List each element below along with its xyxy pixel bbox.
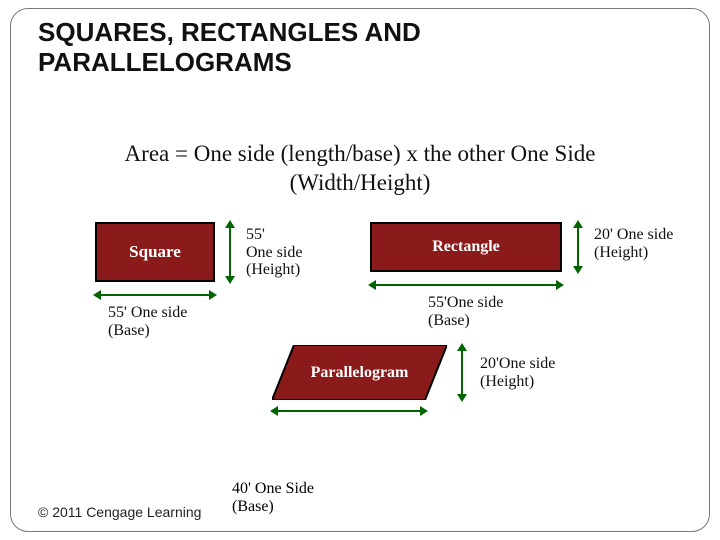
- square-height-txt1: One side: [246, 244, 302, 261]
- square-label: Square: [129, 242, 181, 262]
- rect-height-val: 20' One side: [594, 226, 673, 243]
- rectangle-label: Rectangle: [432, 238, 500, 256]
- rectangle-base-arrow: [368, 278, 564, 292]
- copyright-text: © 2011 Cengage Learning: [38, 504, 201, 520]
- square-base-txt: (Base): [108, 322, 150, 339]
- parallelogram-height-arrow: [454, 343, 470, 402]
- square-base-label: 55' One side (Base): [108, 304, 187, 339]
- rect-base-val: 55'One side: [428, 294, 503, 311]
- rect-base-txt: (Base): [428, 312, 470, 329]
- parallelogram-base-label: 40' One Side (Base): [232, 480, 314, 516]
- rect-height-txt: (Height): [594, 244, 648, 261]
- para-base-txt: (Base): [232, 498, 274, 515]
- rectangle-height-label: 20' One side (Height): [594, 226, 673, 261]
- square-base-val: 55' One side: [108, 304, 187, 321]
- shapes-diagram: Square 55' One side (Height) 55' One sid…: [0, 0, 720, 540]
- square-height-arrow: [222, 220, 238, 284]
- parallelogram-height-label: 20'One side (Height): [480, 355, 555, 390]
- para-height-val: 20'One side: [480, 355, 555, 372]
- rectangle-shape: Rectangle: [370, 222, 562, 272]
- para-height-txt: (Height): [480, 373, 534, 390]
- parallelogram-label: Parallelogram: [311, 364, 409, 382]
- parallelogram-shape: Parallelogram: [272, 345, 447, 400]
- square-height-label: 55' One side (Height): [246, 226, 302, 279]
- square-height-val: 55': [246, 226, 265, 243]
- square-base-arrow: [93, 288, 217, 302]
- para-base-val: 40' One Side: [232, 480, 314, 497]
- square-shape: Square: [95, 222, 215, 282]
- rectangle-base-label: 55'One side (Base): [428, 294, 503, 329]
- rectangle-height-arrow: [570, 220, 586, 274]
- square-height-txt2: (Height): [246, 261, 300, 278]
- parallelogram-base-arrow: [270, 404, 428, 418]
